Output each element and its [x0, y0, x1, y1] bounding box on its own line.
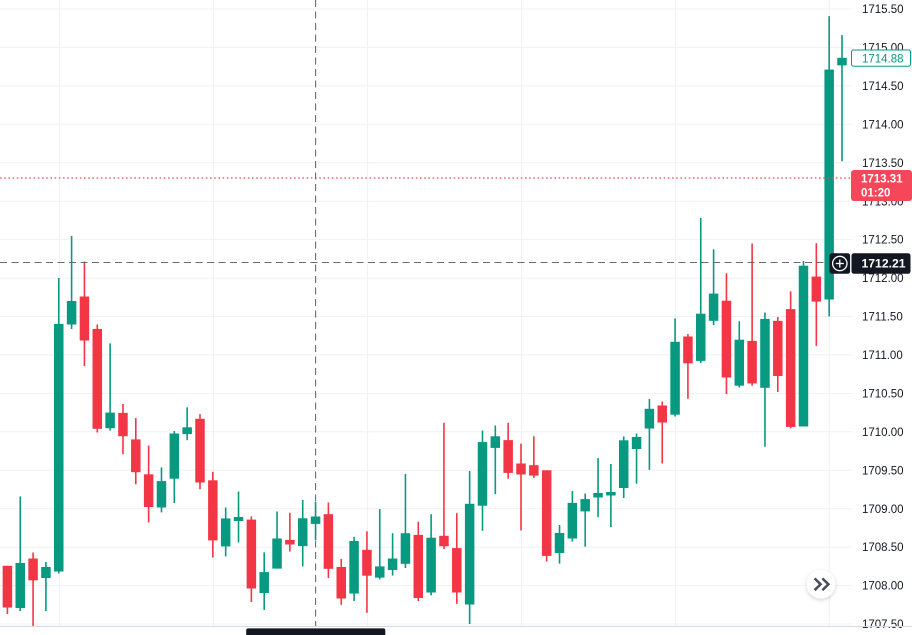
svg-text:1710.50: 1710.50	[862, 389, 904, 401]
svg-text:1707.50: 1707.50	[862, 619, 904, 631]
svg-text:1715.50: 1715.50	[862, 4, 904, 16]
svg-text:1714.00: 1714.00	[862, 119, 904, 131]
svg-text:1713.50: 1713.50	[862, 158, 904, 170]
svg-text:1711.00: 1711.00	[862, 350, 903, 362]
svg-text:1714.50: 1714.50	[862, 81, 904, 93]
svg-text:01:20: 01:20	[861, 187, 890, 199]
svg-text:1708.00: 1708.00	[862, 581, 904, 593]
svg-text:1713.31: 1713.31	[861, 173, 903, 185]
svg-text:1709.50: 1709.50	[862, 465, 904, 477]
svg-text:1714.88: 1714.88	[862, 53, 904, 65]
svg-text:1712.21: 1712.21	[862, 257, 906, 271]
svg-text:1712.50: 1712.50	[862, 235, 904, 247]
svg-text:1709.00: 1709.00	[862, 504, 904, 516]
svg-text:1711.50: 1711.50	[862, 312, 903, 324]
svg-text:1708.50: 1708.50	[862, 542, 904, 554]
svg-text:1712.00: 1712.00	[862, 273, 904, 285]
svg-text:1710.00: 1710.00	[862, 427, 904, 439]
